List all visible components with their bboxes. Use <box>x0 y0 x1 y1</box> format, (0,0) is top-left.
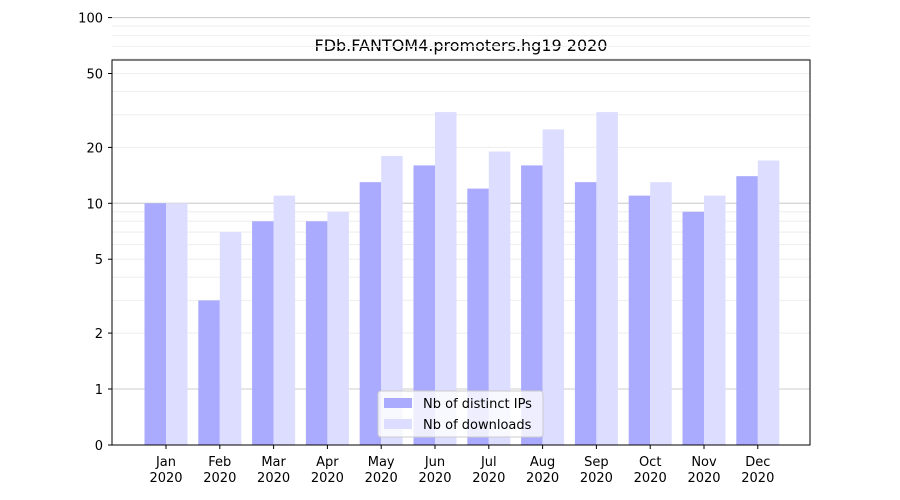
x-tick-label: Nov 2020 <box>687 455 720 486</box>
bar-downloads <box>166 203 188 445</box>
bar-distinct-ips <box>467 188 489 446</box>
x-tick-label: May 2020 <box>365 455 398 486</box>
bar-downloads <box>542 129 565 445</box>
legend-swatch <box>384 398 412 408</box>
legend-label: Nb of downloads <box>423 418 532 433</box>
bar-distinct-ips <box>736 176 758 445</box>
chart-title: FDb.FANTOM4.promoters.hg19 2020 <box>315 36 608 55</box>
bar-distinct-ips <box>574 182 597 445</box>
legend-box <box>377 390 544 438</box>
bar-downloads <box>219 232 242 445</box>
bar-downloads <box>488 151 511 446</box>
bar-distinct-ips <box>305 221 328 445</box>
bar-downloads <box>650 182 672 445</box>
x-tick-label: Dec 2020 <box>741 455 774 486</box>
bar-downloads <box>273 195 296 445</box>
bar-distinct-ips <box>413 165 435 445</box>
x-tick-label: Aug 2020 <box>526 455 559 486</box>
y-tick-label: 20 <box>86 141 103 156</box>
x-tick-label: Mar 2020 <box>257 455 290 486</box>
plot-frame <box>111 59 811 446</box>
bar-distinct-ips <box>521 165 543 445</box>
bar-downloads <box>757 160 780 445</box>
y-tick-label: 1 <box>95 383 103 398</box>
x-tick-label: Oct 2020 <box>634 455 667 486</box>
bar-downloads <box>435 112 457 445</box>
legend-swatch <box>384 419 412 429</box>
x-tick-label: Feb 2020 <box>203 455 236 486</box>
legend-label: Nb of distinct IPs <box>423 397 532 412</box>
bar-downloads <box>327 211 349 445</box>
bar-downloads <box>381 155 403 446</box>
x-tick-label: Jan 2020 <box>149 455 182 486</box>
bar-distinct-ips <box>252 221 274 445</box>
y-tick-label: 10 <box>86 197 103 212</box>
bars <box>144 112 780 446</box>
bar-distinct-ips <box>144 203 166 445</box>
y-tick-label: 2 <box>95 327 103 342</box>
x-tick-label: Sep 2020 <box>580 455 613 486</box>
x-axis: Jan 2020 Feb 2020 Mar 2020 Apr 2020 May 2020 Jun 20… <box>149 445 774 486</box>
y-tick-label: 5 <box>95 253 103 268</box>
bar-distinct-ips <box>682 211 704 445</box>
bar-distinct-ips <box>359 182 382 445</box>
bar-downloads <box>596 112 618 445</box>
y-tick-label: 0 <box>95 439 103 454</box>
bar-distinct-ips <box>628 195 651 445</box>
x-tick-label: Apr 2020 <box>311 455 344 486</box>
y-tick-label: 100 <box>78 12 103 27</box>
bar-downloads <box>704 195 726 445</box>
legend: Nb of distinct IPs Nb of downloads <box>377 390 544 438</box>
y-tick-label: 50 <box>86 68 103 83</box>
y-axis: 0 1 2 5 10 20 50 100 <box>78 12 112 454</box>
x-tick-label: Jul 2020 <box>472 455 505 486</box>
x-tick-label: Jun 2020 <box>418 455 451 486</box>
bar-distinct-ips <box>198 300 220 445</box>
